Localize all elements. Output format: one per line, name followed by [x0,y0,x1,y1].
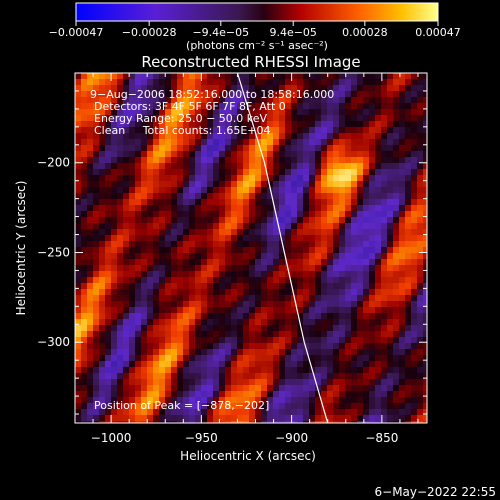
x-tick-label: −1000 [91,431,132,445]
colorbar-unit-label: (photons cm⁻² s⁻¹ asec⁻²) [186,39,328,52]
annotation-peak-position: Position of Peak = [−878,−202] [94,399,269,412]
y-axis-label: Heliocentric Y (arcsec) [14,181,28,316]
colorbar [75,2,439,22]
annotation-time-range: 9−Aug−2006 18:52:16.000 to 18:58:16.000 [90,88,334,101]
axis-ticks: −1000 −950 −900 −850 −200 −250 −300 [37,73,427,445]
colorbar-tick-label: −0.00028 [122,26,177,39]
x-axis-label: Heliocentric X (arcsec) [180,449,316,463]
annotation-clean-counts: Clean Total counts: 1.65E+04 [94,124,271,137]
colorbar-tick-label: 9.4e−05 [269,26,316,39]
y-tick-label: −250 [37,245,70,259]
chart-title: Reconstructed RHESSI Image [141,53,360,71]
heatmap [75,73,427,423]
solar-limb-line [236,72,329,424]
colorbar-ticks: −0.00047 −0.00028 −9.4e−05 9.4e−05 0.00028 0.… [49,21,461,39]
plot-frame [74,72,428,424]
annotation-detectors: Detectors: 3F 4F 5F 6F 7F 8F, Att 0 [94,100,286,113]
x-tick-label: −850 [365,431,398,445]
y-tick-label: −200 [37,156,70,170]
colorbar-tick-label: 0.00028 [342,26,388,39]
x-tick-label: −900 [275,431,308,445]
y-tick-label: −300 [37,335,70,349]
colorbar-tick-label: −0.00047 [49,26,104,39]
x-tick-label: −950 [185,431,218,445]
footer-timestamp: 6−May−2022 22:55 [375,485,497,499]
colorbar-tick-label: 0.00047 [415,26,461,39]
annotation-energy-range: Energy Range: 25.0 − 50.0 keV [94,112,268,125]
colorbar-tick-label: −9.4e−05 [192,26,249,39]
